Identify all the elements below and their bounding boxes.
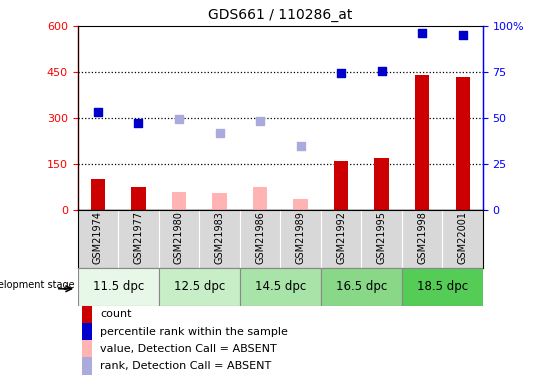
Text: value, Detection Call = ABSENT: value, Detection Call = ABSENT bbox=[100, 344, 277, 354]
Title: GDS661 / 110286_at: GDS661 / 110286_at bbox=[208, 9, 352, 22]
Point bbox=[296, 143, 305, 149]
Bar bbox=[159, 268, 240, 306]
Text: GSM21986: GSM21986 bbox=[255, 211, 265, 264]
Bar bbox=[240, 268, 321, 306]
Text: 18.5 dpc: 18.5 dpc bbox=[417, 280, 468, 293]
Text: GSM21983: GSM21983 bbox=[214, 211, 225, 264]
Bar bbox=[294, 199, 307, 210]
Bar bbox=[78, 268, 159, 306]
Bar bbox=[132, 187, 145, 210]
Text: development stage: development stage bbox=[0, 280, 74, 290]
Bar bbox=[375, 158, 388, 210]
Bar bbox=[253, 187, 267, 210]
Text: GSM21995: GSM21995 bbox=[376, 211, 387, 264]
Text: 12.5 dpc: 12.5 dpc bbox=[174, 280, 225, 293]
Point bbox=[377, 68, 386, 74]
Text: 14.5 dpc: 14.5 dpc bbox=[255, 280, 306, 293]
Text: GSM21974: GSM21974 bbox=[93, 211, 103, 264]
Bar bbox=[415, 75, 429, 210]
Bar bbox=[213, 193, 226, 210]
Point bbox=[458, 33, 467, 39]
Bar bbox=[402, 268, 483, 306]
Bar bbox=[321, 268, 402, 306]
Text: 11.5 dpc: 11.5 dpc bbox=[93, 280, 144, 293]
Bar bbox=[456, 77, 470, 210]
Text: rank, Detection Call = ABSENT: rank, Detection Call = ABSENT bbox=[100, 362, 271, 371]
Text: GSM22001: GSM22001 bbox=[457, 211, 468, 264]
Text: GSM21992: GSM21992 bbox=[336, 211, 346, 264]
Text: GSM21977: GSM21977 bbox=[133, 211, 144, 264]
Point bbox=[337, 70, 346, 76]
Bar bbox=[82, 305, 92, 325]
Point bbox=[175, 116, 184, 122]
Text: count: count bbox=[100, 309, 132, 319]
Bar bbox=[82, 340, 92, 359]
Point bbox=[418, 30, 427, 36]
Bar bbox=[91, 179, 105, 210]
Text: GSM21998: GSM21998 bbox=[417, 211, 427, 264]
Point bbox=[134, 120, 143, 126]
Point bbox=[256, 118, 265, 124]
Bar bbox=[82, 322, 92, 342]
Bar bbox=[334, 161, 348, 210]
Point bbox=[215, 129, 224, 135]
Text: percentile rank within the sample: percentile rank within the sample bbox=[100, 327, 288, 337]
Bar bbox=[82, 357, 92, 375]
Text: 16.5 dpc: 16.5 dpc bbox=[336, 280, 387, 293]
Bar bbox=[172, 192, 186, 210]
Point bbox=[93, 109, 103, 115]
Text: GSM21980: GSM21980 bbox=[174, 211, 184, 264]
Text: GSM21989: GSM21989 bbox=[295, 211, 306, 264]
